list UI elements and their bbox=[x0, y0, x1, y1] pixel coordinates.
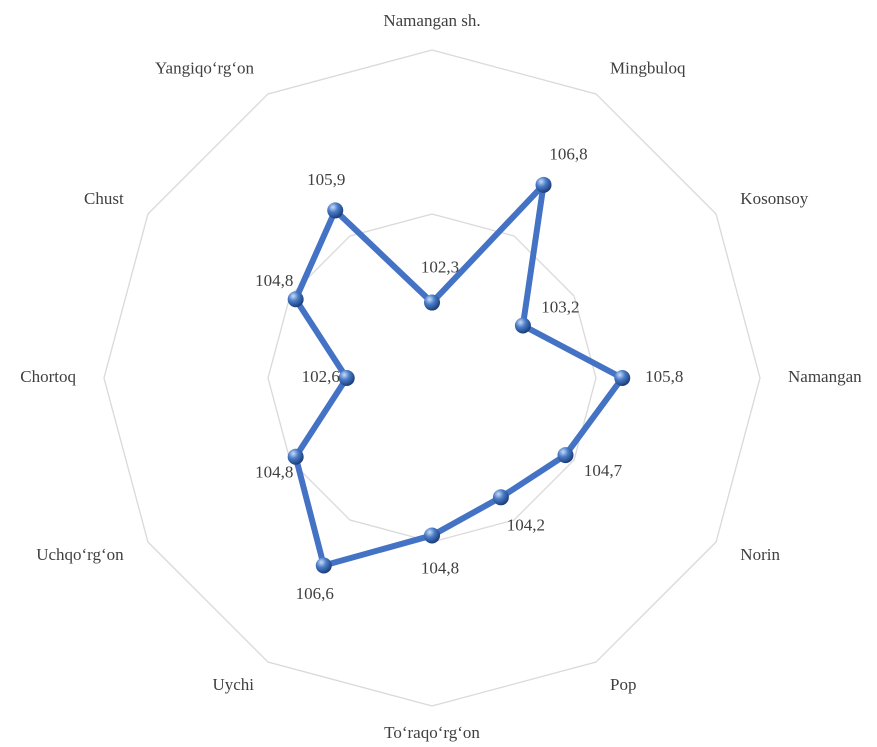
value-label: 103,2 bbox=[541, 297, 579, 316]
value-label: 106,8 bbox=[549, 144, 587, 163]
value-label: 106,6 bbox=[296, 584, 334, 603]
value-label: 105,9 bbox=[307, 170, 345, 189]
category-label: Yangiqo‘rg‘on bbox=[155, 59, 255, 78]
category-label: Kosonsoy bbox=[740, 189, 809, 208]
marker bbox=[492, 489, 509, 506]
marker bbox=[338, 370, 355, 386]
category-label: Uchqo‘rg‘on bbox=[36, 545, 124, 564]
grid-ring bbox=[103, 49, 761, 707]
value-label: 104,8 bbox=[255, 463, 293, 482]
category-label: Chortoq bbox=[20, 367, 76, 386]
marker bbox=[327, 202, 344, 219]
category-label: Namangan sh. bbox=[383, 11, 480, 30]
value-label: 105,8 bbox=[645, 367, 683, 386]
marker bbox=[614, 370, 631, 386]
marker bbox=[287, 448, 304, 465]
category-label: Pop bbox=[610, 675, 636, 694]
value-label: 104,7 bbox=[584, 461, 623, 480]
value-label: 104,2 bbox=[507, 516, 545, 535]
value-label: 102,6 bbox=[302, 367, 340, 386]
value-label: 102,3 bbox=[421, 257, 459, 276]
value-label: 104,8 bbox=[255, 271, 293, 290]
category-label: Chust bbox=[84, 189, 124, 208]
marker bbox=[287, 291, 304, 308]
category-label: Norin bbox=[740, 545, 780, 564]
category-label: Mingbuloq bbox=[610, 59, 686, 78]
marker bbox=[557, 447, 574, 464]
category-label: To‘raqo‘rg‘on bbox=[384, 723, 480, 742]
marker bbox=[535, 176, 552, 193]
marker bbox=[514, 317, 531, 334]
category-label: Uychi bbox=[212, 675, 254, 694]
marker bbox=[424, 527, 440, 544]
marker bbox=[424, 294, 440, 311]
category-label: Namangan bbox=[788, 367, 862, 386]
marker bbox=[315, 557, 332, 574]
value-label: 104,8 bbox=[421, 558, 459, 577]
